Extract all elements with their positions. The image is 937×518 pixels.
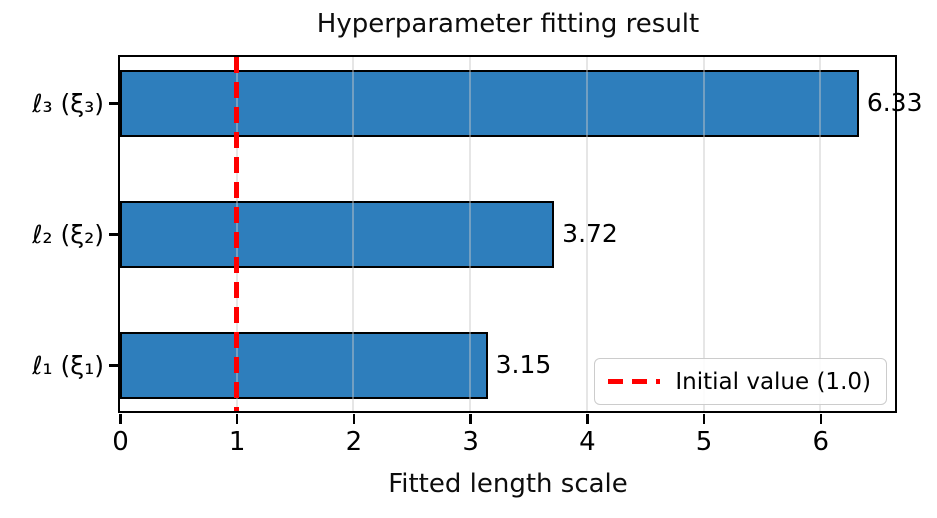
y-axis-tick <box>109 364 119 367</box>
legend: Initial value (1.0) <box>594 358 887 405</box>
bar-value-label: 3.72 <box>562 219 618 248</box>
y-axis-tick <box>109 233 119 236</box>
bar-2 <box>120 200 555 268</box>
dashed-line-legend-key-icon <box>608 379 661 384</box>
bar-value-label: 3.15 <box>495 350 552 379</box>
x-axis-tick <box>469 414 472 424</box>
plot-area: 6.33 3.72 3.15 Initial value (1.0) <box>118 55 922 413</box>
gridline-x-6 <box>819 57 822 411</box>
gridline-x-5 <box>702 57 705 411</box>
x-axis-tick-label: 6 <box>812 427 830 457</box>
x-axis-tick-label: 4 <box>579 427 596 457</box>
x-axis-tick-label: 0 <box>112 427 129 457</box>
x-axis-tick <box>235 414 239 424</box>
bar-value-label: 6.33 <box>866 88 923 117</box>
x-axis-tick <box>702 414 706 424</box>
x-axis-tick <box>352 414 356 424</box>
x-axis-tick-label: 5 <box>695 427 713 457</box>
gridline-x-4 <box>585 57 588 411</box>
y-axis-category-label: ℓ₁ (ξ₁) <box>32 350 104 380</box>
x-axis-label: Fitted length scale <box>388 469 628 499</box>
bars-layer: 6.33 3.72 3.15 <box>120 57 922 411</box>
x-axis-tick-label: 1 <box>228 427 246 457</box>
bar-1 <box>120 331 488 399</box>
gridline-x-2 <box>352 57 355 411</box>
legend-label: Initial value (1.0) <box>675 368 871 395</box>
reference-line <box>234 57 240 411</box>
x-axis-tick <box>586 414 589 424</box>
chart-title: Hyperparameter fitting result <box>316 9 700 39</box>
x-axis-tick-label: 3 <box>462 427 479 457</box>
x-axis-tick-label: 2 <box>345 427 363 457</box>
y-axis-category-label: ℓ₂ (ξ₂) <box>32 219 104 249</box>
x-axis-tick <box>119 414 122 424</box>
x-axis-tick <box>819 414 823 424</box>
y-axis-category-label: ℓ₃ (ξ₃) <box>32 88 104 118</box>
gridline-x-3 <box>469 57 472 411</box>
y-axis-tick <box>109 102 119 105</box>
bar-3 <box>120 69 859 137</box>
